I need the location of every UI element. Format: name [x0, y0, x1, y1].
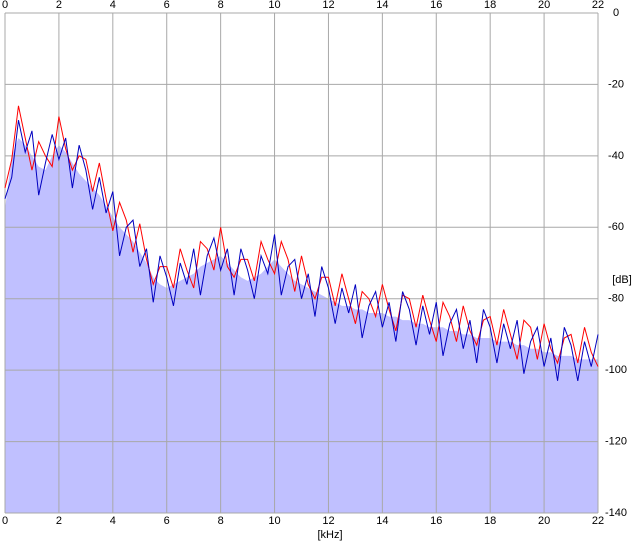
y-tick-label: -60 [608, 221, 624, 233]
x-tick-label-top: 8 [218, 0, 224, 11]
x-tick-label-top: 20 [538, 0, 550, 11]
x-tick-label: 12 [322, 515, 334, 527]
x-tick-label: 20 [538, 515, 550, 527]
y-tick-label: -140 [605, 507, 627, 519]
x-tick-label-top: 12 [322, 0, 334, 11]
x-tick-label: 18 [484, 515, 496, 527]
spectrum-line [4, 105, 599, 367]
x-tick-label: 22 [592, 515, 604, 527]
spectrum-area [5, 138, 598, 513]
x-tick-label: 6 [164, 515, 170, 527]
y-tick-label: -80 [608, 293, 624, 305]
y-axis-label: [dB] [612, 274, 632, 286]
y-tick-label: -40 [608, 150, 624, 162]
x-tick-label-top: 22 [592, 0, 604, 11]
x-tick-label-top: 16 [430, 0, 442, 11]
x-tick-label-top: 6 [164, 0, 170, 11]
y-tick-label: -120 [605, 435, 627, 447]
x-tick-label: 0 [2, 515, 8, 527]
y-tick-label: -100 [605, 364, 627, 376]
x-tick-label: 4 [110, 515, 116, 527]
x-tick-label-top: 18 [484, 0, 496, 11]
x-tick-label-top: 10 [268, 0, 280, 11]
y-tick-label: -20 [608, 78, 624, 90]
y-tick-label: 0 [613, 7, 619, 19]
x-axis-label: [kHz] [317, 529, 342, 541]
x-tick-label: 14 [376, 515, 388, 527]
x-tick-label: 16 [430, 515, 442, 527]
x-tick-label: 2 [56, 515, 62, 527]
x-tick-label: 10 [268, 515, 280, 527]
spectrum-line [4, 120, 599, 381]
x-tick-label-top: 14 [376, 0, 388, 11]
x-tick-label-top: 0 [2, 0, 8, 11]
x-tick-label: 8 [218, 515, 224, 527]
x-tick-label-top: 4 [110, 0, 116, 11]
x-tick-label-top: 2 [56, 0, 62, 11]
